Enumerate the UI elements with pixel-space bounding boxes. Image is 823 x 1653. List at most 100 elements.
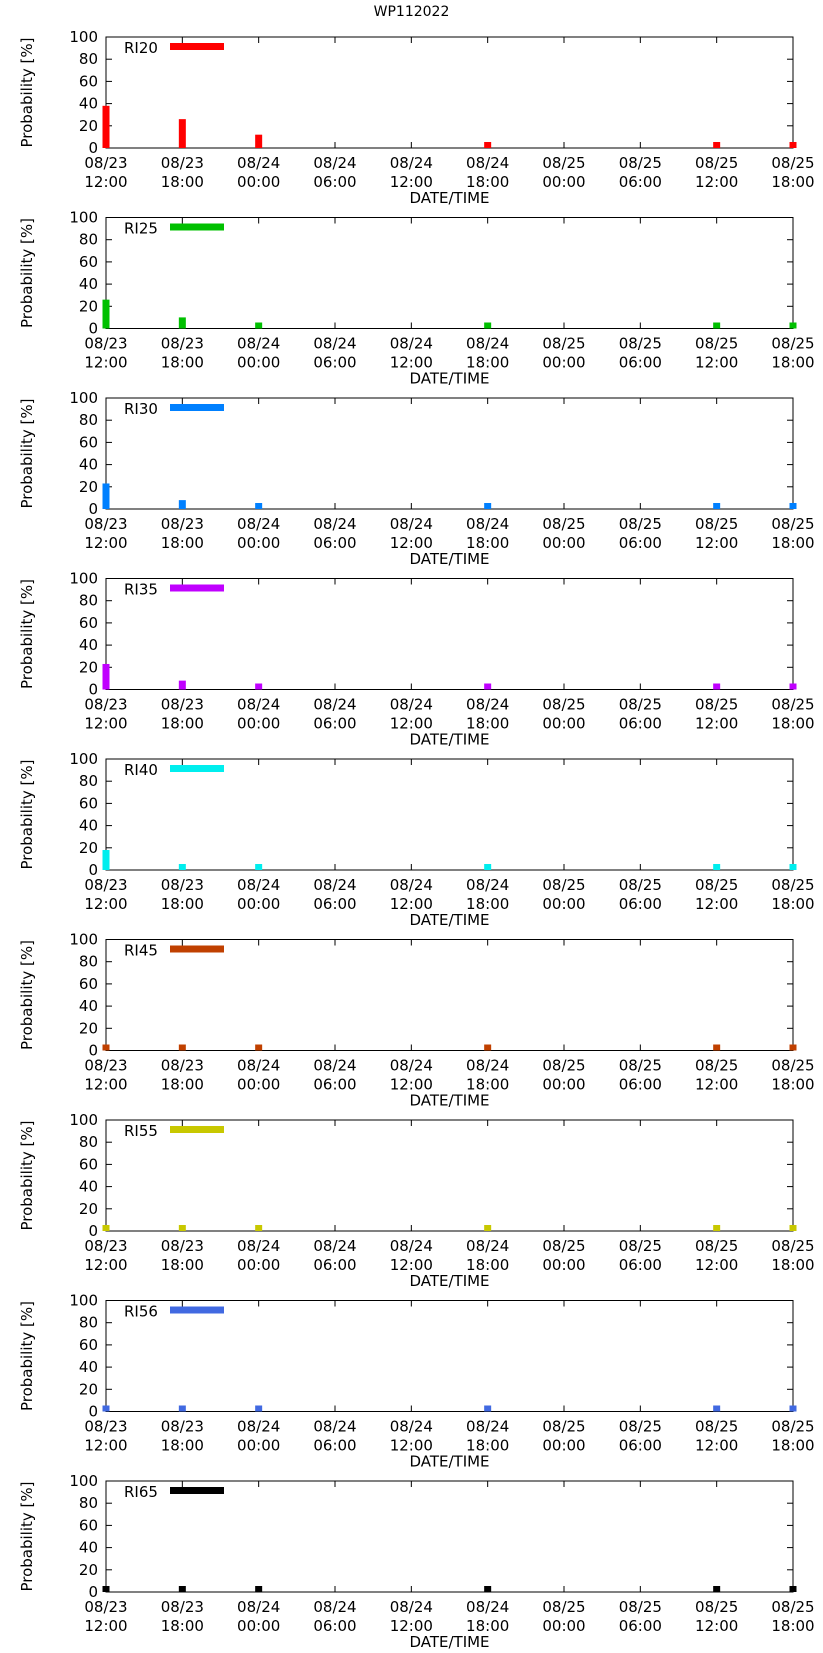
x-tick-time: 06:00 [619,1076,662,1094]
x-tick-time: 18:00 [161,1437,204,1455]
x-tick-date: 08/25 [771,335,814,353]
x-tick-date: 08/24 [466,515,509,533]
plot-frame [105,397,794,510]
bar-ri35-0 [102,663,110,690]
bar-ri20-4 [713,142,721,148]
x-tick-time: 18:00 [771,173,814,191]
bar-ri65-0 [102,1586,110,1592]
x-tick-date: 08/25 [771,1237,814,1255]
x-tick-date: 08/25 [542,1418,585,1436]
bar-ri25-5 [789,322,797,329]
bar-ri65-2 [255,1586,263,1592]
y-tick-label: 100 [69,750,98,768]
x-tick-date: 08/24 [313,1237,356,1255]
x-tick-time: 06:00 [313,1617,356,1635]
x-tick-date: 08/25 [619,1237,662,1255]
y-tick-label: 100 [69,570,98,588]
legend-swatch [170,223,224,231]
x-tick-time: 12:00 [390,354,433,372]
y-tick-label: 100 [69,1111,98,1129]
plot-frame [105,939,794,1051]
x-axis-label: DATE/TIME [409,370,489,388]
x-tick-time: 18:00 [466,534,509,552]
x-tick-time: 00:00 [237,1256,280,1274]
plot-frame [105,1480,794,1593]
y-tick-label: 60 [79,253,98,271]
legend-label: RI20 [124,39,158,57]
y-tick-label: 100 [69,1292,98,1310]
x-axis-label: DATE/TIME [409,731,489,749]
x-tick-time: 06:00 [619,1256,662,1274]
bar-ri25-1 [178,317,186,329]
x-tick-date: 08/24 [237,1237,280,1255]
y-tick-label: 80 [79,231,98,249]
x-tick-time: 00:00 [237,715,280,733]
y-axis-label: Probability [%] [18,37,36,147]
bar-ri20-2 [255,134,263,148]
bar-ri40-3 [484,864,492,870]
x-axis-label: DATE/TIME [409,550,489,568]
x-tick-date: 08/24 [466,1418,509,1436]
bar-ri20-0 [102,105,110,148]
x-tick-time: 18:00 [161,1617,204,1635]
x-tick-time: 12:00 [84,173,127,191]
x-tick-date: 08/24 [237,335,280,353]
x-tick-date: 08/24 [390,1598,433,1616]
x-tick-time: 18:00 [771,1437,814,1455]
y-tick-label: 60 [79,975,98,993]
plot-frame [105,1300,794,1412]
bar-ri35-3 [484,683,492,690]
x-tick-time: 06:00 [313,715,356,733]
bar-ri25-0 [102,299,110,329]
x-tick-date: 08/25 [695,876,738,894]
x-tick-time: 18:00 [466,1437,509,1455]
x-tick-date: 08/24 [313,1598,356,1616]
x-tick-date: 08/24 [466,876,509,894]
y-axis-label: Probability [%] [18,1120,36,1230]
x-tick-date: 08/25 [771,696,814,714]
legend-label: RI55 [124,1122,158,1140]
y-axis-label: Probability [%] [18,1481,36,1591]
y-tick-label: 80 [79,953,98,971]
x-tick-time: 12:00 [84,1076,127,1094]
bar-ri30-1 [178,500,186,509]
legend-swatch [170,404,224,411]
y-tick-label: 60 [79,1516,98,1534]
x-tick-time: 00:00 [237,534,280,552]
legend-label: RI45 [124,942,158,960]
y-tick-label: 40 [79,275,98,293]
legend-label: RI30 [124,400,158,418]
x-tick-date: 08/24 [466,696,509,714]
x-tick-time: 12:00 [84,715,127,733]
x-tick-date: 08/25 [771,1057,814,1075]
y-tick-label: 80 [79,411,98,429]
y-tick-label: 20 [79,1200,98,1218]
x-tick-date: 08/24 [237,1418,280,1436]
y-tick-label: 0 [88,1042,98,1060]
bar-ri40-0 [102,850,110,870]
x-tick-time: 06:00 [619,1437,662,1455]
bar-ri65-5 [789,1586,797,1592]
x-tick-time: 18:00 [161,534,204,552]
bar-ri20-3 [484,142,492,148]
x-tick-time: 12:00 [390,534,433,552]
x-tick-time: 18:00 [161,1256,204,1274]
x-tick-date: 08/23 [161,1057,204,1075]
y-tick-label: 60 [79,794,98,812]
legend-label: RI65 [124,1483,158,1501]
bar-ri40-4 [713,864,721,870]
x-tick-time: 00:00 [542,1256,585,1274]
x-tick-time: 12:00 [695,1437,738,1455]
x-tick-date: 08/25 [542,1057,585,1075]
x-tick-time: 12:00 [84,1256,127,1274]
plot-frame [105,1119,794,1232]
bar-ri40-5 [789,864,797,870]
x-tick-date: 08/24 [390,335,433,353]
x-tick-time: 06:00 [619,534,662,552]
legend-swatch [170,43,224,50]
bar-ri56-2 [255,1405,263,1412]
legend-swatch [170,765,224,772]
y-axis-label: Probability [%] [18,1301,36,1411]
x-tick-time: 06:00 [619,173,662,191]
x-tick-time: 00:00 [237,354,280,372]
